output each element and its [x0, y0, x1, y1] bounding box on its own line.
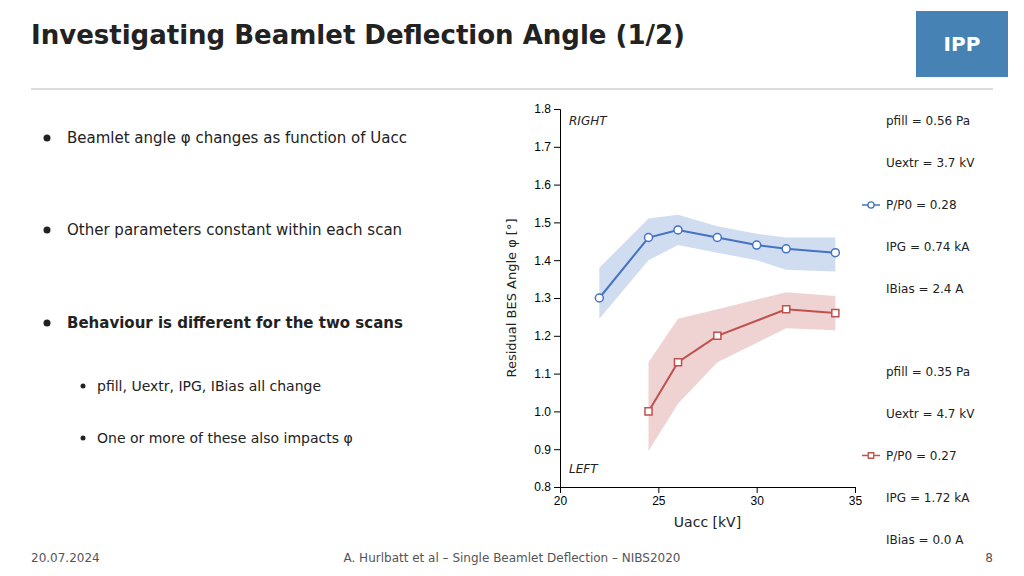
series-marker — [674, 359, 681, 366]
parameter-key-marker — [868, 202, 874, 208]
parameter-text: P/P0 = 0.28 — [886, 198, 957, 212]
series-marker — [831, 249, 839, 257]
bullet-dot — [81, 384, 86, 389]
annotations: Beamlet angle φ changes as function of U… — [31, 11, 1008, 565]
parameter-key-marker — [868, 453, 873, 458]
y-tick: 1.4 — [534, 254, 560, 268]
uncertainty-band — [649, 292, 836, 451]
y-tick-label: 1.2 — [534, 329, 551, 343]
series-marker — [782, 245, 790, 253]
slide: Investigating Beamlet Deflection Angle (… — [0, 0, 1024, 576]
x-tick-mark — [658, 487, 659, 493]
y-tick-label: 1.7 — [534, 140, 551, 154]
x-axis-title: Uacc [kV] — [674, 514, 741, 530]
y-tick: 0.8 — [534, 480, 560, 494]
y-tick-mark — [554, 449, 560, 450]
x-tick: 20 — [554, 487, 568, 508]
series-marker — [714, 332, 721, 339]
parameter-text: pfill = 0.56 Pa — [886, 114, 970, 128]
x-tick-mark — [757, 487, 758, 493]
y-tick-mark — [554, 222, 560, 223]
y-tick: 1.0 — [534, 405, 560, 419]
plot-area — [595, 215, 839, 451]
series-marker — [674, 226, 682, 234]
parameter-text: Uextr = 3.7 kV — [886, 156, 975, 170]
parameter-text: pfill = 0.35 Pa — [886, 365, 970, 379]
y-tick-mark — [554, 374, 560, 375]
footer-text: 20.07.2024 — [31, 551, 100, 565]
y-axis-line — [554, 110, 561, 488]
x-tick: 35 — [849, 487, 863, 508]
series-line — [649, 309, 836, 411]
y-tick-label: 1.0 — [534, 405, 551, 419]
series-line — [599, 230, 835, 298]
y-tick-mark — [554, 185, 560, 186]
bullet-text: pfill, Uextr, IPG, IBias all change — [97, 378, 321, 394]
y-tick-label: 1.6 — [534, 178, 551, 192]
x-axis-line — [561, 488, 856, 494]
bullet-dot — [81, 436, 86, 441]
x-tick-label: 25 — [652, 494, 666, 508]
bullet-dot — [44, 227, 51, 234]
bullet-text: Behaviour is different for the two scans — [67, 314, 403, 332]
series-marker — [645, 408, 652, 415]
x-tick: 30 — [750, 487, 764, 508]
y-tick-mark — [554, 298, 560, 299]
bullet-text: One or more of these also impacts φ — [97, 430, 353, 446]
y-tick: 0.9 — [534, 443, 560, 457]
y-tick-mark — [554, 109, 560, 110]
y-tick-mark — [554, 260, 560, 261]
y-tick: 1.6 — [534, 178, 560, 192]
series-marker — [645, 234, 653, 242]
bullet-dot — [44, 320, 51, 327]
parameter-text: IPG = 1.72 kA — [886, 491, 970, 505]
series-marker — [753, 241, 761, 249]
y-tick-label: 0.8 — [534, 480, 551, 494]
title-rule — [31, 89, 993, 90]
y-tick-mark — [554, 411, 560, 412]
bullet-text: Beamlet angle φ changes as function of U… — [67, 129, 407, 147]
y-axis: 0.8 0.9 1.0 1.1 1.2 1.3 1.4 1.5 1.6 1.7 1.8 — [534, 102, 560, 494]
x-tick: 25 — [652, 487, 666, 508]
y-tick-label: 1.1 — [534, 367, 551, 381]
y-tick: 1.1 — [534, 367, 560, 381]
plot-label: LEFT — [569, 462, 599, 476]
parameter-text: IBias = 0.0 A — [886, 533, 964, 547]
y-tick-label: 1.4 — [534, 254, 551, 268]
y-tick: 1.5 — [534, 216, 560, 230]
x-tick-label: 30 — [750, 494, 764, 508]
y-tick-mark — [554, 487, 560, 488]
bullet-dot — [44, 135, 51, 142]
x-axis: 20 25 30 35 — [554, 487, 863, 508]
plot-label: RIGHT — [569, 114, 608, 128]
y-tick-mark — [554, 147, 560, 148]
parameter-text: P/P0 = 0.27 — [886, 449, 957, 463]
y-tick-mark — [554, 336, 560, 337]
y-tick-label: 1.3 — [534, 291, 551, 305]
series-marker — [595, 294, 603, 302]
bullet-text: Other parameters constant within each sc… — [67, 221, 402, 239]
series-marker — [832, 310, 839, 317]
y-tick: 1.2 — [534, 329, 560, 343]
y-tick-label: 1.5 — [534, 216, 551, 230]
footer-text: 8 — [985, 551, 993, 565]
y-tick-label: 1.8 — [534, 102, 551, 116]
y-tick: 1.3 — [534, 291, 560, 305]
parameter-text: Uextr = 4.7 kV — [886, 407, 975, 421]
x-tick-label: 35 — [849, 494, 863, 508]
title: Investigating Beamlet Deflection Angle (… — [31, 20, 685, 50]
series-marker — [713, 234, 721, 242]
series-marker — [783, 306, 790, 313]
y-tick-label: 0.9 — [534, 443, 551, 457]
logo-text: IPP — [944, 32, 981, 56]
x-tick-mark — [855, 487, 856, 493]
parameter-text: IPG = 0.74 kA — [886, 240, 970, 254]
y-tick: 1.8 — [534, 102, 560, 116]
footer-text: A. Hurlbatt et al – Single Beamlet Defle… — [343, 551, 680, 565]
parameter-text: IBias = 2.4 A — [886, 282, 964, 296]
y-axis-title: Residual BES Angle φ [°] — [504, 218, 519, 377]
x-tick-label: 20 — [554, 494, 568, 508]
logo-box — [916, 11, 1008, 77]
y-tick: 1.7 — [534, 140, 560, 154]
